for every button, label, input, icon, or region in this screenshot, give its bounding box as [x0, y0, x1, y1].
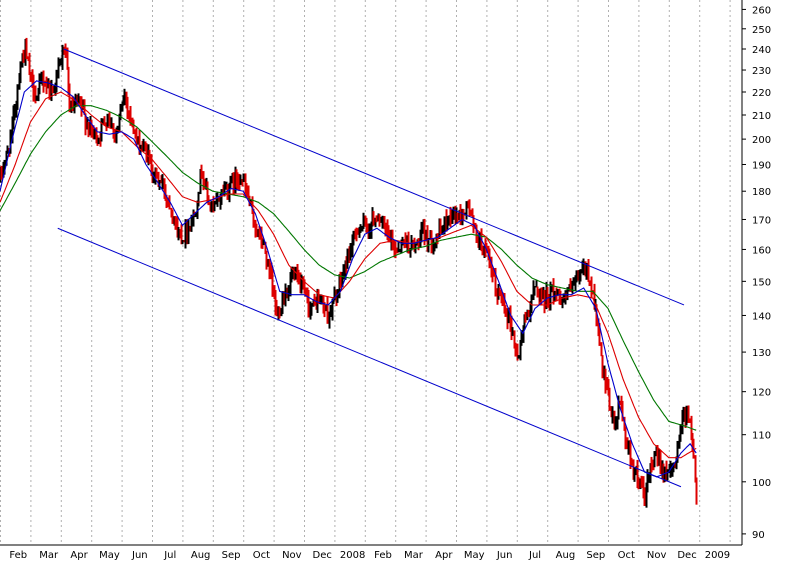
y-tick-label: 100 — [752, 478, 771, 489]
x-tick-label: Nov — [647, 550, 667, 561]
x-tick-label: Mar — [39, 550, 59, 561]
moving-average-short — [0, 80, 697, 478]
y-tick-label: 110 — [752, 431, 771, 442]
moving-average-mid — [0, 91, 697, 459]
x-tick-label: Mar — [404, 550, 424, 561]
x-tick-label: Jul — [528, 550, 541, 561]
x-tick-label: Aug — [191, 550, 211, 561]
x-tick-label: Oct — [253, 550, 270, 561]
y-tick-label: 120 — [752, 388, 771, 399]
x-tick-label: May — [99, 550, 120, 561]
x-tick-label: 2008 — [340, 550, 365, 561]
y-tick-label: 160 — [752, 245, 771, 256]
x-tick-label: Sep — [222, 550, 241, 561]
x-tick-label: Nov — [282, 550, 302, 561]
y-tick-label: 250 — [752, 25, 771, 36]
moving-average-long — [0, 105, 697, 431]
x-tick-label: May — [464, 550, 485, 561]
y-tick-label: 170 — [752, 215, 771, 226]
y-tick-label: 260 — [752, 5, 771, 16]
x-tick-label: Oct — [618, 550, 635, 561]
y-tick-label: 150 — [752, 277, 771, 288]
y-tick-label: 190 — [752, 160, 771, 171]
y-tick-label: 130 — [752, 348, 771, 359]
x-tick-label: Apr — [70, 550, 88, 561]
y-tick-label: 90 — [752, 530, 765, 541]
x-tick-label: Apr — [435, 550, 453, 561]
x-tick-label: Jun — [496, 550, 513, 561]
x-tick-label: Aug — [556, 550, 576, 561]
x-tick-label: Jul — [163, 550, 176, 561]
x-tick-label: Feb — [9, 550, 27, 561]
y-tick-label: 220 — [752, 88, 771, 99]
y-tick-label: 180 — [752, 187, 771, 198]
y-tick-label: 230 — [752, 66, 771, 77]
y-tick-label: 200 — [752, 135, 771, 146]
x-tick-label: Dec — [313, 550, 332, 561]
x-tick-label: Jun — [131, 550, 148, 561]
x-tick-label: Dec — [677, 550, 696, 561]
trend-channel-lower — [57, 227, 682, 488]
x-tick-label: Feb — [374, 550, 392, 561]
y-tick-label: 140 — [752, 311, 771, 322]
x-tick-label: 2009 — [705, 550, 730, 561]
trend-channel-upper — [63, 48, 685, 306]
x-tick-label: Sep — [586, 550, 605, 561]
y-tick-label: 240 — [752, 45, 771, 56]
y-tick-label: 210 — [752, 111, 771, 122]
